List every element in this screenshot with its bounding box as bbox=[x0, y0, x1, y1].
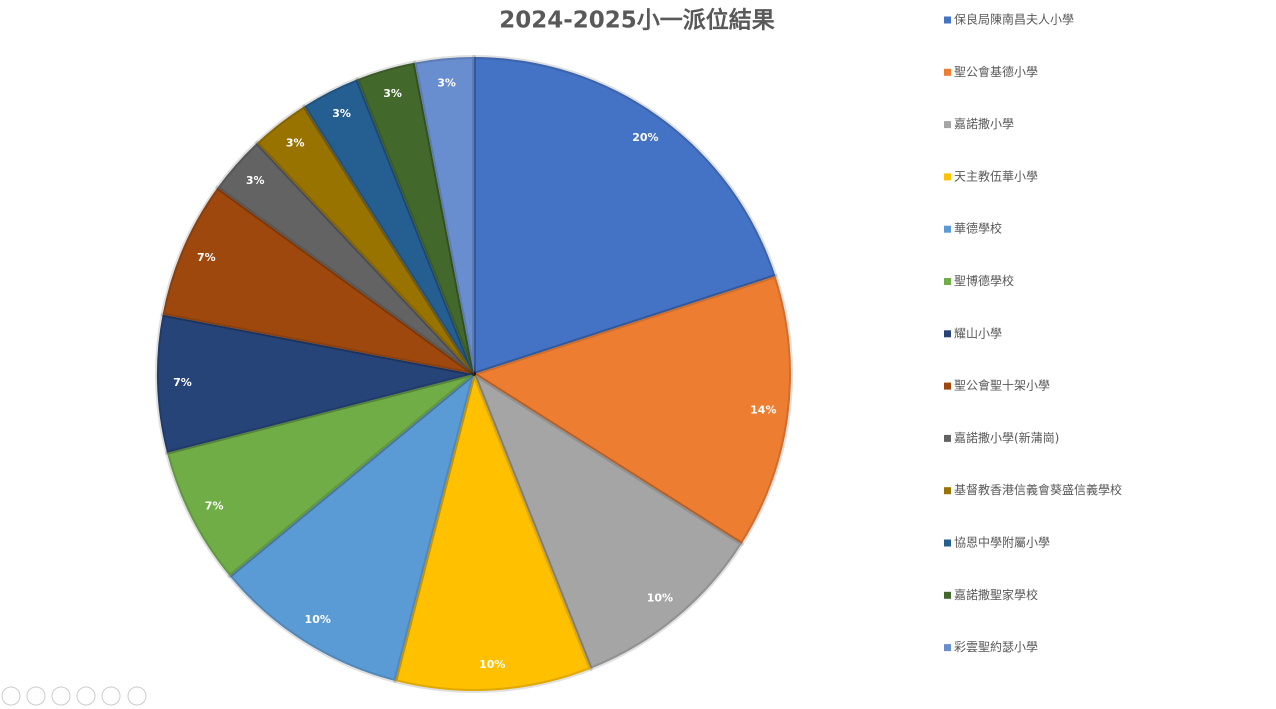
legend-swatch bbox=[944, 225, 951, 233]
pie-slice bbox=[472, 55, 778, 376]
legend-swatch bbox=[944, 434, 951, 442]
legend-label: 天主教伍華小學 bbox=[954, 168, 1038, 183]
value-label: 14% bbox=[750, 404, 776, 417]
legend-swatch bbox=[944, 278, 951, 285]
value-label: 7% bbox=[173, 376, 192, 389]
more-button[interactable] bbox=[127, 686, 147, 706]
legend-swatch bbox=[944, 382, 951, 390]
legend-label: 協恩中學附屬小學 bbox=[954, 535, 1050, 550]
legend-label: 嘉諾撒聖家學校 bbox=[954, 587, 1038, 602]
pie-slice bbox=[155, 312, 476, 455]
toolbar bbox=[1, 686, 147, 706]
legend-label: 嘉諾撒小學(新蒲崗) bbox=[954, 430, 1059, 445]
legend-swatch bbox=[944, 173, 951, 181]
value-label: 10% bbox=[647, 592, 673, 605]
pie-slice bbox=[227, 372, 476, 684]
chart-title: 2024-2025小一派位結果 bbox=[499, 7, 775, 34]
legend-label: 彩雲聖約瑟小學 bbox=[954, 639, 1038, 654]
legend-label: 耀山小學 bbox=[954, 326, 1002, 340]
value-label: 7% bbox=[197, 251, 216, 264]
value-label: 10% bbox=[479, 658, 505, 671]
legend-label: 基督教香港信義會葵盛信義學校 bbox=[954, 482, 1122, 497]
pen-button[interactable] bbox=[51, 686, 71, 706]
value-label: 10% bbox=[305, 613, 331, 626]
pie-slice bbox=[254, 104, 476, 376]
pie-slice bbox=[215, 140, 476, 376]
value-label: 3% bbox=[383, 87, 402, 100]
legend-label: 華德學校 bbox=[954, 221, 1002, 236]
slides-button[interactable] bbox=[76, 686, 96, 706]
zoom-button[interactable] bbox=[101, 686, 121, 706]
legend-swatch bbox=[944, 121, 951, 129]
prev-button[interactable] bbox=[1, 686, 21, 706]
pie-slice bbox=[164, 372, 476, 579]
legend-label: 嘉諾撒小學 bbox=[954, 116, 1014, 131]
value-label: 3% bbox=[332, 107, 351, 120]
legend-swatch bbox=[944, 330, 951, 338]
pie-slice bbox=[160, 185, 476, 376]
pie-slice bbox=[412, 55, 476, 376]
pie-slice bbox=[472, 274, 793, 546]
pie-slice bbox=[355, 60, 476, 376]
value-label: 3% bbox=[246, 174, 265, 187]
legend-swatch bbox=[944, 68, 951, 76]
value-label: 3% bbox=[437, 77, 456, 90]
pie-slice bbox=[472, 372, 744, 671]
legend-label: 聖公會基德小學 bbox=[954, 64, 1038, 79]
pie-slice bbox=[302, 77, 476, 376]
legend-swatch bbox=[944, 487, 951, 495]
legend-label: 聖公會聖十架小學 bbox=[954, 379, 1050, 393]
legend-swatch bbox=[944, 539, 951, 547]
legend-label: 保良局陳南昌夫人小學 bbox=[954, 12, 1074, 27]
next-button[interactable] bbox=[26, 686, 46, 706]
pie-slice bbox=[393, 372, 593, 693]
legend-swatch bbox=[944, 644, 951, 652]
value-label: 20% bbox=[632, 131, 658, 144]
legend-swatch bbox=[944, 16, 951, 24]
value-label: 7% bbox=[205, 499, 224, 512]
value-label: 3% bbox=[286, 137, 305, 150]
legend-swatch bbox=[944, 591, 951, 599]
legend-label: 聖博德學校 bbox=[954, 273, 1014, 288]
